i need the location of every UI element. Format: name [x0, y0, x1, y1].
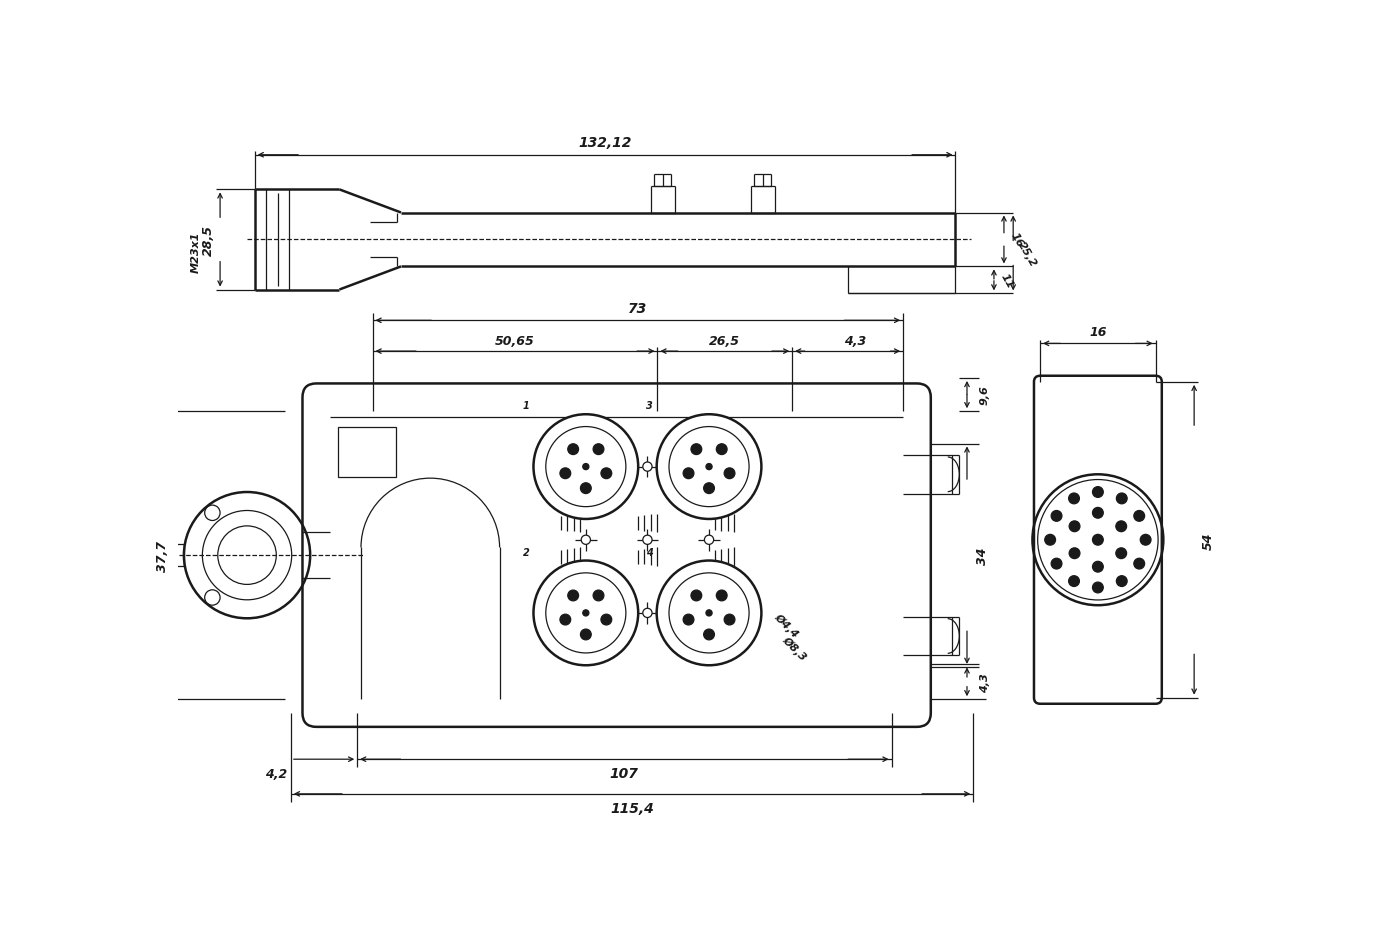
Text: 26,5: 26,5	[710, 334, 740, 347]
Text: 4,2: 4,2	[265, 767, 287, 780]
Circle shape	[643, 535, 652, 545]
Circle shape	[723, 615, 735, 625]
Circle shape	[1044, 535, 1055, 546]
Circle shape	[683, 468, 694, 480]
Circle shape	[1093, 508, 1103, 518]
Circle shape	[1133, 511, 1144, 522]
Circle shape	[580, 483, 591, 494]
Circle shape	[1069, 548, 1080, 559]
Text: 1: 1	[523, 401, 530, 411]
Circle shape	[1117, 576, 1128, 587]
Text: 34: 34	[976, 547, 988, 565]
Circle shape	[580, 630, 591, 640]
Circle shape	[592, 590, 604, 601]
Circle shape	[1069, 521, 1080, 532]
Circle shape	[592, 445, 604, 455]
Circle shape	[1117, 494, 1128, 504]
Circle shape	[1093, 535, 1103, 546]
Circle shape	[683, 615, 694, 625]
Text: Ø8,3: Ø8,3	[781, 633, 809, 662]
Text: 50,65: 50,65	[495, 334, 535, 347]
Circle shape	[601, 615, 612, 625]
Bar	[142, 545, 184, 566]
Text: 73: 73	[629, 302, 647, 315]
Circle shape	[1093, 582, 1103, 593]
Text: 16: 16	[1089, 326, 1107, 338]
Text: 37,7: 37,7	[156, 540, 169, 571]
Circle shape	[1115, 548, 1126, 559]
Text: 25,2: 25,2	[1016, 239, 1039, 268]
Circle shape	[643, 463, 652, 472]
Circle shape	[534, 414, 638, 519]
Text: 11: 11	[999, 271, 1015, 290]
Circle shape	[705, 464, 712, 470]
Circle shape	[560, 468, 570, 480]
Circle shape	[581, 535, 591, 545]
Circle shape	[657, 561, 761, 666]
Text: 54: 54	[1202, 531, 1214, 548]
Text: 28,5: 28,5	[202, 225, 215, 256]
Text: 115,4: 115,4	[611, 801, 654, 815]
Circle shape	[717, 445, 728, 455]
Circle shape	[657, 414, 761, 519]
Circle shape	[1133, 559, 1144, 569]
Bar	[337, 427, 396, 477]
Circle shape	[717, 590, 728, 601]
Circle shape	[567, 445, 579, 455]
Text: 4: 4	[645, 548, 652, 557]
Text: 9,6: 9,6	[980, 385, 990, 405]
Circle shape	[1051, 559, 1062, 569]
Text: 2: 2	[523, 548, 530, 557]
Circle shape	[1069, 494, 1079, 504]
Text: Ø4,4: Ø4,4	[772, 611, 802, 639]
Circle shape	[1051, 511, 1062, 522]
Text: 107: 107	[611, 767, 638, 781]
Text: M23x1: M23x1	[191, 231, 201, 273]
Circle shape	[1093, 562, 1103, 572]
Circle shape	[601, 468, 612, 480]
Circle shape	[723, 468, 735, 480]
Circle shape	[567, 590, 579, 601]
Text: 3: 3	[645, 401, 652, 411]
Text: 4,3: 4,3	[845, 334, 867, 347]
Text: 132,12: 132,12	[579, 136, 631, 150]
Circle shape	[704, 483, 715, 494]
Circle shape	[1140, 535, 1151, 546]
Circle shape	[691, 590, 701, 601]
Text: 16: 16	[1009, 231, 1025, 249]
Circle shape	[1115, 521, 1126, 532]
Circle shape	[1093, 487, 1103, 497]
Circle shape	[1069, 576, 1079, 587]
Circle shape	[583, 464, 588, 470]
Circle shape	[704, 535, 714, 545]
Circle shape	[691, 445, 701, 455]
Circle shape	[705, 610, 712, 616]
Circle shape	[560, 615, 570, 625]
Circle shape	[704, 630, 715, 640]
Circle shape	[583, 610, 588, 616]
Circle shape	[534, 561, 638, 666]
Text: 4,3: 4,3	[980, 672, 990, 692]
Circle shape	[643, 609, 652, 618]
